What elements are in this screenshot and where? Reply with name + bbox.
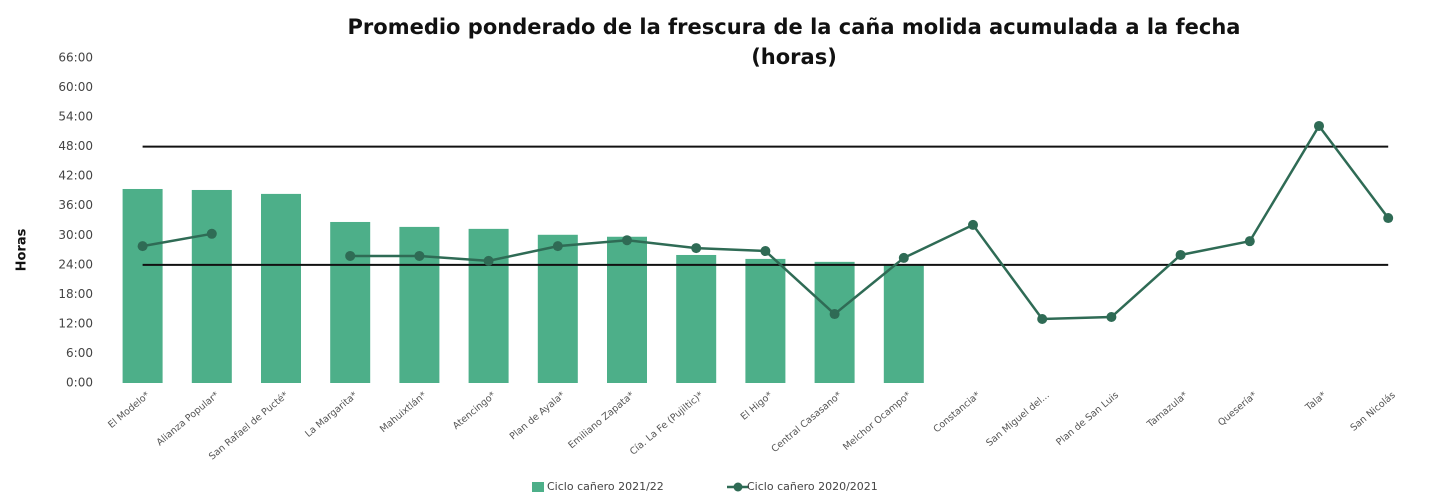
y-tick-label: 24:00 xyxy=(58,257,93,271)
line-marker xyxy=(968,219,978,230)
x-tick-label: Alianza Popular* xyxy=(155,390,222,449)
line-marker xyxy=(137,241,148,252)
x-tick-label: Central Casasano* xyxy=(769,390,844,455)
bar xyxy=(122,188,163,383)
bar xyxy=(191,189,232,383)
x-tick-label: El Higo* xyxy=(739,390,775,423)
x-tick-label: San Rafael de Pucté* xyxy=(207,390,291,463)
y-tick-label: 60:00 xyxy=(58,80,93,94)
bar xyxy=(330,221,371,383)
legend-label: Ciclo cañero 2021/22 xyxy=(547,480,664,493)
x-tick-label: San Nicolás xyxy=(1348,390,1397,434)
x-tick-label: Quesería* xyxy=(1216,390,1259,429)
line xyxy=(142,123,1390,321)
line-marker xyxy=(691,243,702,254)
x-tick-label: Melchor Ocampo* xyxy=(841,390,913,453)
line-marker xyxy=(622,235,632,246)
legend-swatch xyxy=(532,482,544,492)
bar xyxy=(261,193,301,383)
line-marker xyxy=(1383,213,1394,224)
x-tick-label: Atencingo* xyxy=(451,390,498,432)
line-marker xyxy=(1244,236,1255,247)
line-marker xyxy=(1175,249,1186,260)
x-tick-label: El Modelo* xyxy=(106,390,152,431)
x-tick-label: San Miguel del... xyxy=(984,390,1051,449)
bar xyxy=(814,261,855,383)
x-tick-label: Plan de Ayala* xyxy=(508,390,568,443)
chart-title: (horas) xyxy=(751,45,837,69)
x-tick-label: Cía. La Fe (Pujiltic)* xyxy=(628,390,706,458)
line-marker xyxy=(345,250,356,261)
y-tick-label: 36:00 xyxy=(58,198,93,212)
line-marker xyxy=(414,250,425,261)
line-marker xyxy=(1106,312,1117,323)
y-axis-label: Horas xyxy=(15,228,30,271)
line-marker xyxy=(829,309,840,320)
y-tick-label: 12:00 xyxy=(58,316,93,330)
y-tick-label: 48:00 xyxy=(58,139,93,153)
chart-title: Promedio ponderado de la frescura de la … xyxy=(348,15,1241,39)
bar xyxy=(883,264,924,383)
x-tick-label: Tala* xyxy=(1303,390,1329,414)
x-tick-label: Constancia* xyxy=(931,390,982,435)
x-tick-label: Emiliano Zapata* xyxy=(566,390,636,452)
line-marker xyxy=(1037,313,1048,324)
y-tick-label: 18:00 xyxy=(58,287,93,301)
line-marker xyxy=(760,246,771,257)
legend-label: Ciclo cañero 2020/2021 xyxy=(747,480,878,493)
line-marker xyxy=(898,252,909,263)
line-marker xyxy=(1314,120,1324,131)
x-tick-label: La Margarita* xyxy=(303,390,360,440)
line-marker xyxy=(552,241,563,252)
bar xyxy=(468,228,509,383)
x-tick-label: Mahuixtlán* xyxy=(378,390,429,435)
y-tick-label: 54:00 xyxy=(58,110,93,124)
line-marker xyxy=(483,255,494,266)
y-tick-label: 66:00 xyxy=(58,51,93,65)
x-tick-label: Tamazula* xyxy=(1144,390,1190,431)
y-tick-label: 0:00 xyxy=(66,376,93,390)
bar xyxy=(607,236,647,383)
x-tick-label: Plan de San Luis xyxy=(1054,390,1121,448)
legend-swatch xyxy=(733,482,743,492)
line-marker xyxy=(206,228,217,239)
bar xyxy=(676,254,717,383)
y-tick-label: 42:00 xyxy=(58,169,93,183)
bar xyxy=(399,226,440,383)
bar xyxy=(537,234,578,383)
bar xyxy=(745,258,786,383)
y-tick-label: 6:00 xyxy=(66,346,93,360)
y-tick-label: 30:00 xyxy=(58,228,93,242)
